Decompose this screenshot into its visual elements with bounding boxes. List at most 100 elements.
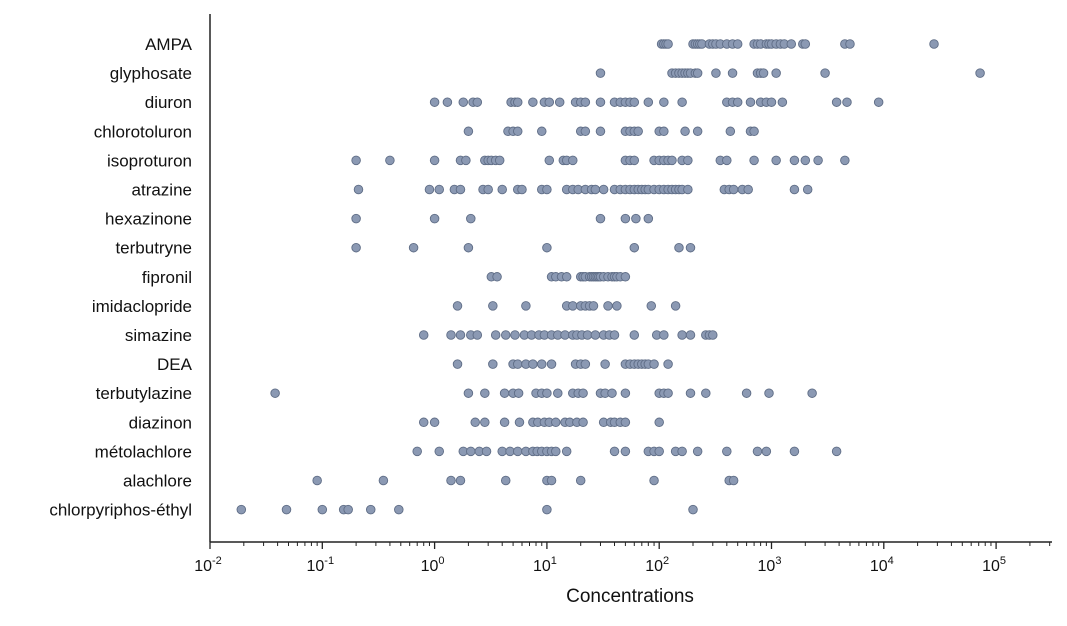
data-point (771, 68, 781, 78)
data-point (732, 97, 743, 107)
data-point (643, 213, 654, 224)
data-point (365, 504, 376, 515)
data-point (659, 330, 669, 340)
data-point (537, 359, 547, 369)
data-point (463, 388, 474, 398)
data-point (554, 97, 565, 107)
data-point (752, 446, 763, 457)
data-point (659, 126, 669, 137)
data-point (483, 184, 493, 195)
data-point (786, 39, 797, 49)
data-point (236, 504, 247, 515)
data-point (620, 388, 631, 398)
data-point (461, 155, 471, 166)
data-point (685, 330, 696, 340)
data-point (544, 155, 555, 166)
data-point (722, 446, 732, 457)
data-point (598, 184, 609, 195)
data-point (728, 184, 739, 195)
data-point (595, 97, 606, 107)
category-label: chlorpyriphos-éthyl (49, 501, 192, 520)
data-point (452, 359, 463, 369)
data-point (499, 388, 510, 398)
data-point (749, 126, 759, 137)
data-point (789, 155, 800, 166)
data-point (873, 97, 884, 107)
data-point (789, 184, 800, 195)
data-point (802, 184, 813, 195)
data-point (761, 446, 772, 457)
data-point (807, 388, 817, 398)
data-point (842, 97, 852, 107)
data-point (643, 97, 654, 107)
data-point (680, 126, 690, 137)
x-tick-label: 10-2 (194, 555, 222, 575)
data-point (683, 155, 693, 166)
data-point (711, 68, 721, 78)
data-point (494, 155, 505, 166)
category-label: imidaclopride (92, 297, 192, 316)
data-point (472, 330, 483, 340)
category-labels: AMPA glyphosate diuron chlorotoluron isoprot… (49, 35, 192, 520)
data-point (353, 184, 364, 195)
data-point (551, 446, 561, 457)
data-point (631, 213, 641, 224)
data-point (727, 68, 738, 78)
category-label: diazinon (129, 413, 192, 432)
data-point (595, 213, 606, 224)
category-label: simazine (125, 326, 192, 345)
category-label: atrazine (132, 181, 192, 200)
data-point (692, 446, 703, 457)
data-point (512, 359, 523, 369)
data-point (649, 359, 659, 369)
data-point (517, 184, 527, 195)
data-point (578, 388, 588, 398)
data-point (568, 301, 578, 311)
data-point (575, 475, 586, 486)
data-point (813, 155, 823, 166)
data-point (544, 97, 555, 107)
data-point (800, 39, 811, 49)
data-point (351, 213, 361, 224)
category-label: AMPA (145, 35, 193, 54)
data-point (764, 388, 774, 398)
data-point (708, 330, 718, 340)
category-label: métolachlore (95, 442, 192, 461)
category-label: diuron (145, 93, 192, 112)
data-point (270, 388, 280, 398)
data-point (463, 126, 474, 137)
data-point (472, 97, 483, 107)
data-point (537, 126, 547, 137)
data-point (429, 155, 440, 166)
data-point (600, 359, 610, 369)
x-tick-label: 104 (870, 555, 894, 575)
data-point (512, 97, 523, 107)
category-label: isoproturon (107, 151, 192, 170)
data-point (561, 272, 572, 282)
data-point (749, 155, 759, 166)
data-point (609, 330, 620, 340)
data-point (385, 155, 395, 166)
data-point (758, 68, 769, 78)
data-point (688, 504, 698, 515)
data-point (840, 155, 850, 166)
data-point (654, 446, 664, 457)
data-point (418, 330, 429, 340)
data-point (929, 39, 939, 49)
data-point (629, 155, 640, 166)
data-point (521, 301, 531, 311)
data-point (685, 242, 696, 253)
data-point (434, 446, 445, 457)
data-point (542, 504, 552, 515)
data-point (590, 330, 601, 340)
x-tick-label: 100 (421, 555, 445, 575)
data-point (480, 388, 490, 398)
data-point (667, 155, 677, 166)
data-point (542, 388, 552, 398)
data-point (528, 359, 538, 369)
data-point (429, 417, 440, 428)
data-point (455, 184, 466, 195)
data-point (633, 126, 643, 137)
data-point (497, 446, 507, 457)
